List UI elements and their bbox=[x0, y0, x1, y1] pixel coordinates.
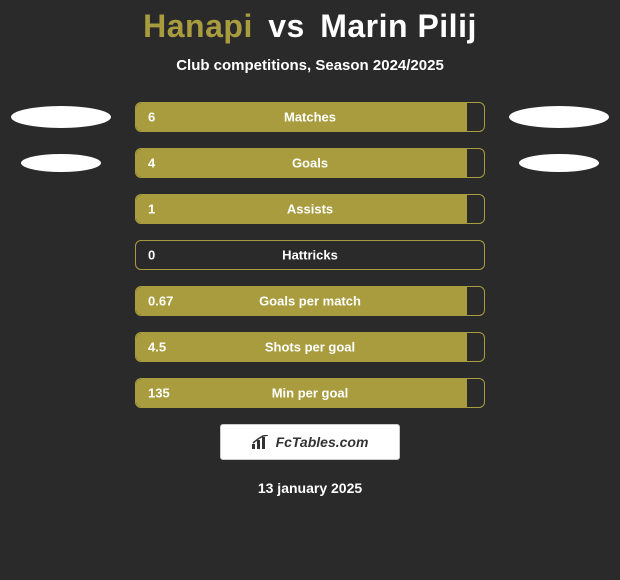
right-badge-slot bbox=[509, 334, 609, 360]
right-badge-slot bbox=[509, 196, 609, 222]
left-badge-slot bbox=[11, 104, 111, 130]
subtitle: Club competitions, Season 2024/2025 bbox=[0, 57, 620, 74]
stat-row: 4 Goals bbox=[0, 148, 620, 178]
stat-row: 0 Hattricks bbox=[0, 240, 620, 270]
stat-bar: 0.67 Goals per match bbox=[135, 286, 485, 316]
stat-value: 1 bbox=[148, 202, 155, 217]
right-badge-slot bbox=[509, 380, 609, 406]
stat-row: 1 Assists bbox=[0, 194, 620, 224]
stat-bar: 4 Goals bbox=[135, 148, 485, 178]
comparison-card: Hanapi vs Marin Pilij Club competitions,… bbox=[0, 0, 620, 580]
right-badge-slot bbox=[509, 150, 609, 176]
brand-badge[interactable]: FcTables.com bbox=[220, 424, 400, 460]
player2-badge-icon bbox=[519, 154, 599, 172]
chart-icon bbox=[252, 435, 270, 449]
right-badge-slot bbox=[509, 242, 609, 268]
stat-bar: 1 Assists bbox=[135, 194, 485, 224]
player1-badge-icon bbox=[21, 154, 101, 172]
stat-value: 4.5 bbox=[148, 340, 166, 355]
stat-bar: 135 Min per goal bbox=[135, 378, 485, 408]
stat-label: Goals bbox=[292, 156, 328, 171]
stat-bar: 4.5 Shots per goal bbox=[135, 332, 485, 362]
stat-value: 135 bbox=[148, 386, 170, 401]
stat-row: 4.5 Shots per goal bbox=[0, 332, 620, 362]
stat-label: Hattricks bbox=[282, 248, 338, 263]
right-badge-slot bbox=[509, 104, 609, 130]
stat-row: 0.67 Goals per match bbox=[0, 286, 620, 316]
left-badge-slot bbox=[11, 150, 111, 176]
right-badge-slot bbox=[509, 288, 609, 314]
stat-label: Shots per goal bbox=[265, 340, 355, 355]
left-badge-slot bbox=[11, 242, 111, 268]
stat-label: Min per goal bbox=[272, 386, 349, 401]
brand-text: FcTables.com bbox=[276, 434, 369, 450]
stats-area: 6 Matches 4 Goals 1 Assists 0 Hattricks 0.67 Goal… bbox=[0, 102, 620, 408]
player1-name: Hanapi bbox=[143, 8, 253, 44]
left-badge-slot bbox=[11, 196, 111, 222]
left-badge-slot bbox=[11, 288, 111, 314]
stat-bar: 6 Matches bbox=[135, 102, 485, 132]
left-badge-slot bbox=[11, 334, 111, 360]
title-vs: vs bbox=[268, 8, 305, 44]
stat-label: Matches bbox=[284, 110, 336, 125]
stat-value: 6 bbox=[148, 110, 155, 125]
stat-row: 135 Min per goal bbox=[0, 378, 620, 408]
title: Hanapi vs Marin Pilij bbox=[0, 8, 620, 45]
stat-bar: 0 Hattricks bbox=[135, 240, 485, 270]
stat-value: 0 bbox=[148, 248, 155, 263]
left-badge-slot bbox=[11, 380, 111, 406]
stat-value: 0.67 bbox=[148, 294, 173, 309]
stat-label: Assists bbox=[287, 202, 333, 217]
stat-label: Goals per match bbox=[259, 294, 361, 309]
player2-name: Marin Pilij bbox=[320, 8, 477, 44]
footer-date: 13 january 2025 bbox=[0, 480, 620, 496]
stat-row: 6 Matches bbox=[0, 102, 620, 132]
player1-badge-icon bbox=[11, 106, 111, 128]
player2-badge-icon bbox=[509, 106, 609, 128]
stat-value: 4 bbox=[148, 156, 155, 171]
